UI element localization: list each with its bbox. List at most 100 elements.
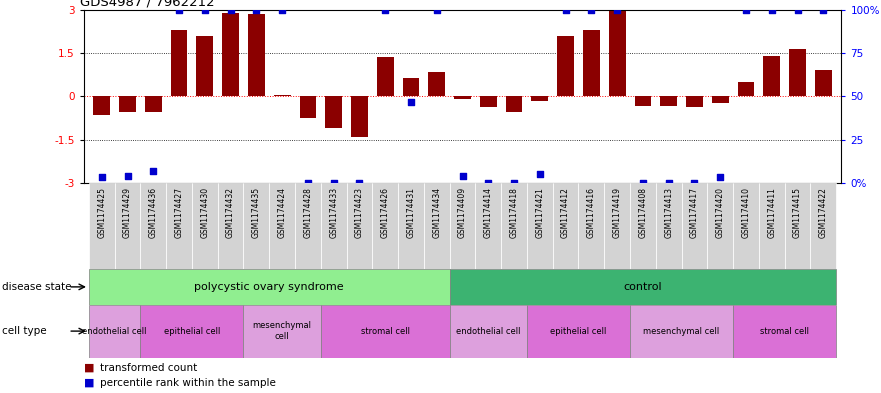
Text: GSM1174408: GSM1174408 (639, 187, 648, 238)
Point (327, 180, 341, 186)
Bar (759, 183, 785, 269)
Text: GSM1174428: GSM1174428 (303, 187, 313, 238)
Text: GSM1174418: GSM1174418 (509, 187, 519, 238)
Point (507, 180, 522, 186)
Point (197, 7, 211, 13)
Bar (583, 30, 600, 96)
Text: GSM1174423: GSM1174423 (355, 187, 364, 238)
Bar (274, 95, 291, 96)
Text: GSM1174417: GSM1174417 (690, 187, 699, 238)
Bar (449, 305, 527, 358)
Point (533, 171, 547, 177)
Bar (655, 183, 682, 269)
Text: GSM1174426: GSM1174426 (381, 187, 389, 238)
Text: cell type: cell type (2, 326, 47, 336)
Text: GSM1174425: GSM1174425 (97, 187, 107, 238)
Point (481, 180, 495, 186)
Bar (661, 96, 677, 107)
Text: GSM1174431: GSM1174431 (406, 187, 416, 238)
Point (559, 7, 573, 13)
Bar (295, 183, 321, 269)
Text: GSM1174410: GSM1174410 (742, 187, 751, 238)
Bar (270, 183, 295, 269)
Point (611, 7, 625, 13)
Bar (634, 96, 651, 107)
Text: GSM1174424: GSM1174424 (278, 187, 286, 238)
Point (275, 7, 289, 13)
Bar (351, 96, 368, 137)
Bar (192, 183, 218, 269)
Point (817, 7, 831, 13)
Text: GSM1174432: GSM1174432 (226, 187, 235, 238)
Bar (93, 96, 110, 115)
Point (636, 180, 650, 186)
Text: GSM1174435: GSM1174435 (252, 187, 261, 238)
Text: GSM1174415: GSM1174415 (793, 187, 802, 238)
Bar (321, 305, 449, 358)
Text: GSM1174421: GSM1174421 (536, 187, 544, 238)
Text: GSM1174411: GSM1174411 (767, 187, 776, 238)
Bar (501, 183, 527, 269)
Bar (403, 77, 419, 96)
Point (790, 7, 804, 13)
Point (403, 99, 418, 105)
Bar (196, 36, 213, 96)
Text: GSM1174413: GSM1174413 (664, 187, 673, 238)
Bar (140, 305, 243, 358)
Text: epithelial cell: epithelial cell (551, 327, 607, 336)
Bar (737, 82, 754, 96)
Bar (531, 96, 548, 101)
Bar (707, 183, 733, 269)
Bar (346, 183, 373, 269)
Bar (398, 183, 424, 269)
Bar (476, 183, 501, 269)
Bar (558, 36, 574, 96)
Bar (733, 183, 759, 269)
Text: polycystic ovary syndrome: polycystic ovary syndrome (195, 282, 344, 292)
Bar (480, 96, 497, 107)
Bar (789, 49, 806, 96)
Text: stromal cell: stromal cell (760, 327, 809, 336)
Text: GSM1174434: GSM1174434 (433, 187, 441, 238)
Text: GSM1174420: GSM1174420 (715, 187, 725, 238)
Text: endothelial cell: endothelial cell (456, 327, 521, 336)
Point (714, 174, 728, 180)
Text: percentile rank within the sample: percentile rank within the sample (100, 378, 276, 388)
Point (455, 173, 470, 179)
Bar (815, 70, 832, 96)
Point (662, 180, 676, 186)
Bar (527, 305, 630, 358)
Text: transformed count: transformed count (100, 362, 196, 373)
Bar (167, 183, 192, 269)
Point (121, 173, 135, 179)
Bar (579, 183, 604, 269)
Bar (552, 183, 579, 269)
Bar (373, 183, 398, 269)
Point (765, 7, 779, 13)
Text: GSM1174414: GSM1174414 (484, 187, 492, 238)
Bar (248, 14, 264, 96)
Point (687, 180, 701, 186)
Point (352, 180, 366, 186)
Bar (89, 183, 115, 269)
Text: control: control (624, 282, 663, 292)
Bar (222, 13, 239, 96)
Point (224, 7, 238, 13)
Bar (764, 56, 781, 96)
Bar (527, 183, 552, 269)
Text: endothelial cell: endothelial cell (82, 327, 147, 336)
Bar (630, 183, 655, 269)
Bar (424, 183, 449, 269)
Bar (243, 183, 270, 269)
Bar (811, 183, 836, 269)
Bar (630, 305, 733, 358)
Bar (218, 183, 243, 269)
Bar (300, 96, 316, 118)
Bar (377, 57, 394, 96)
Point (378, 7, 392, 13)
Text: epithelial cell: epithelial cell (164, 327, 220, 336)
Text: ■: ■ (84, 378, 94, 388)
Text: mesenchymal cell: mesenchymal cell (643, 327, 720, 336)
Bar (449, 183, 476, 269)
Bar (115, 183, 140, 269)
